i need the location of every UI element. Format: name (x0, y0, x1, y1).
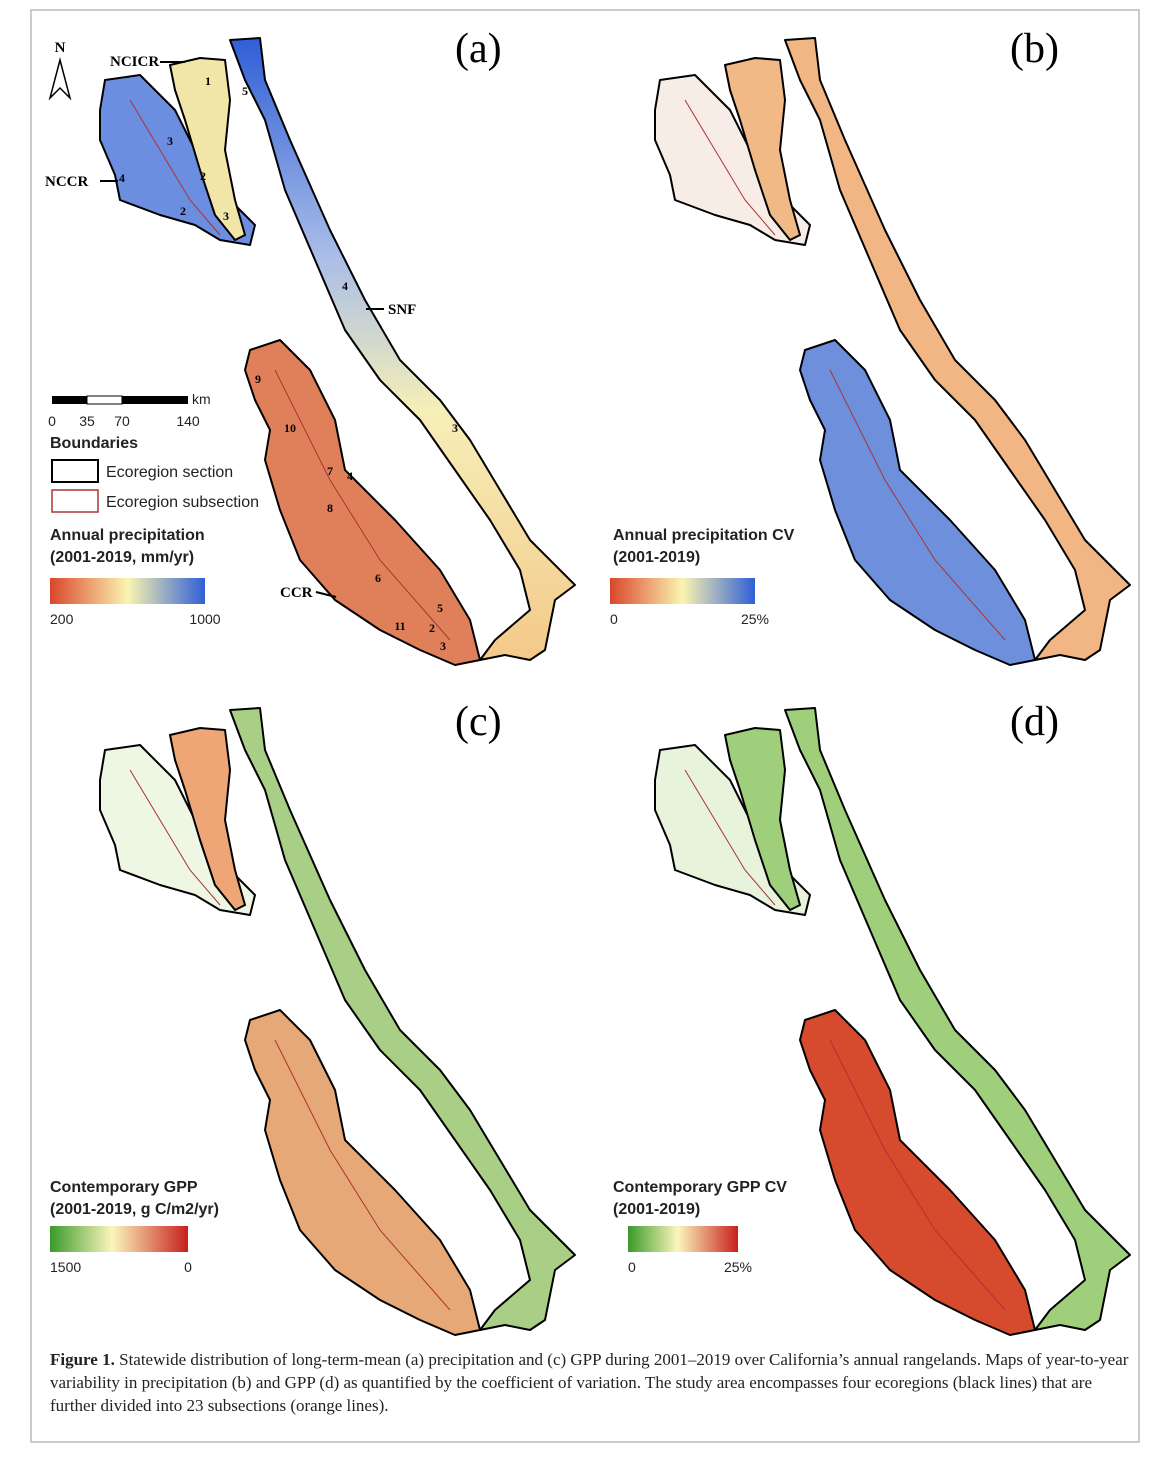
north-label: N (55, 40, 66, 56)
boundaries-title: Boundaries (50, 435, 138, 452)
subsection-label: 2 (200, 169, 206, 183)
color-bar (50, 1226, 188, 1252)
legend-title: Annual precipitation (50, 527, 205, 544)
subsection-label: 2 (180, 204, 186, 218)
legend-min: 0 (628, 1259, 636, 1275)
scale-tick: 0 (48, 413, 56, 429)
panel-label: (a) (455, 26, 502, 72)
legend-title: (2001-2019, g C/m2/yr) (50, 1201, 219, 1218)
subsection-label: 6 (375, 571, 381, 585)
maps (100, 38, 1130, 1335)
scale-bar (52, 396, 188, 404)
legend-title: Contemporary GPP CV (613, 1179, 787, 1196)
subsection-label: 1 (205, 74, 211, 88)
subsection-label: 5 (437, 601, 443, 615)
region-label: SNF (388, 302, 416, 318)
legend-max: 25% (724, 1259, 752, 1275)
legend-swatch (52, 490, 98, 512)
subsection-label: 4 (119, 171, 125, 185)
scale-unit: km (192, 391, 211, 407)
ecoregion (800, 340, 1035, 665)
ecoregion (245, 1010, 480, 1335)
subsection-label: 10 (284, 421, 296, 435)
subsection-label: 5 (242, 84, 248, 98)
color-bar (50, 578, 205, 604)
scale-tick: 70 (114, 413, 130, 429)
subsection-label: 7 (327, 464, 333, 478)
region-label: CCR (280, 585, 313, 601)
scale-tick: 140 (176, 413, 200, 429)
color-bar (628, 1226, 738, 1252)
color-bar (610, 578, 755, 604)
north-arrow (50, 60, 70, 98)
subsection-label: 4 (347, 469, 353, 483)
subsection-label: 3 (167, 134, 173, 148)
legend-max: 1000 (189, 611, 220, 627)
caption: Figure 1. Statewide distribution of long… (50, 1348, 1130, 1417)
panel-label: (d) (1010, 699, 1059, 745)
map (655, 38, 1130, 665)
subsection-label: 2 (429, 621, 435, 635)
region-label: NCICR (110, 54, 159, 70)
legend-title: (2001-2019) (613, 549, 700, 566)
subsection-label: 9 (255, 372, 261, 386)
legend-max: 0 (184, 1259, 192, 1275)
page: N NCICR NCCR SNF CCR 0 35 70 140 km Boun… (0, 0, 1168, 1472)
caption-label: Figure 1. (50, 1350, 115, 1369)
ecoregion (245, 340, 480, 665)
subsection-label: 3 (223, 209, 229, 223)
legend-item: Ecoregion section (106, 464, 233, 481)
subsection-label: 4 (342, 279, 348, 293)
map (100, 38, 575, 665)
ecoregion (800, 1010, 1035, 1335)
legend-title: (2001-2019) (613, 1201, 700, 1218)
legend-title: Annual precipitation CV (613, 527, 795, 544)
subsection-label: 3 (452, 421, 458, 435)
legend-max: 25% (741, 611, 769, 627)
figure: N NCICR NCCR SNF CCR 0 35 70 140 km Boun… (0, 0, 1168, 1472)
caption-text: Statewide distribution of long-term-mean… (50, 1350, 1128, 1415)
legend-title: Contemporary GPP (50, 1179, 198, 1196)
panel-label: (c) (455, 699, 502, 745)
legend-swatch (52, 460, 98, 482)
legend-min: 0 (610, 611, 618, 627)
scale-tick: 35 (79, 413, 95, 429)
legend-min: 200 (50, 611, 74, 627)
subsection-label: 8 (327, 501, 333, 515)
legend-min: 1500 (50, 1259, 81, 1275)
subsection-label: 11 (394, 619, 405, 633)
legend-item: Ecoregion subsection (106, 494, 259, 511)
subsection-label: 3 (440, 639, 446, 653)
panel-label: (b) (1010, 26, 1059, 72)
region-label: NCCR (45, 174, 88, 190)
legend-title: (2001-2019, mm/yr) (50, 549, 194, 566)
